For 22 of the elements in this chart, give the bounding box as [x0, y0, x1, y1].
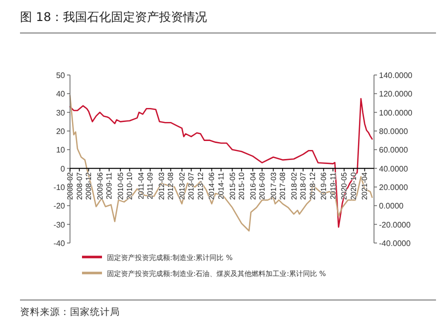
y-tick-label: -20 [53, 202, 66, 211]
y2-tick-label: 40.0000 [379, 164, 408, 174]
y2-tick-label: 20.0000 [379, 183, 408, 192]
y-tick-label: -40 [53, 239, 66, 248]
y-tick-label: 30 [56, 108, 66, 118]
y-tick-label: 20 [56, 127, 66, 136]
y2-tick-label: -20.0000 [379, 220, 412, 230]
y2-tick-label: 0.0000 [379, 202, 404, 211]
y-tick-label: 0 [60, 164, 66, 174]
text: 资料来源：国家统计局 [20, 306, 120, 318]
y2-tick-label: 100.0000 [379, 108, 413, 118]
y2-tick-label: 80.0000 [379, 127, 408, 136]
y-tick-label: 10 [56, 146, 66, 155]
y-tick-label: 40 [56, 90, 66, 99]
y-tick-label: -10 [53, 183, 66, 192]
y2-tick-label: -40.0000 [379, 239, 412, 248]
y-tick-label: -30 [53, 220, 66, 230]
chart-title: 图 18：我国石化固定资产投资情况 [20, 10, 208, 24]
y2-tick-label: 140.0000 [379, 71, 413, 80]
y2-tick-label: 60.0000 [379, 146, 408, 155]
y-tick-label: 50 [56, 71, 66, 80]
y2-tick-label: 120.0000 [379, 90, 413, 99]
